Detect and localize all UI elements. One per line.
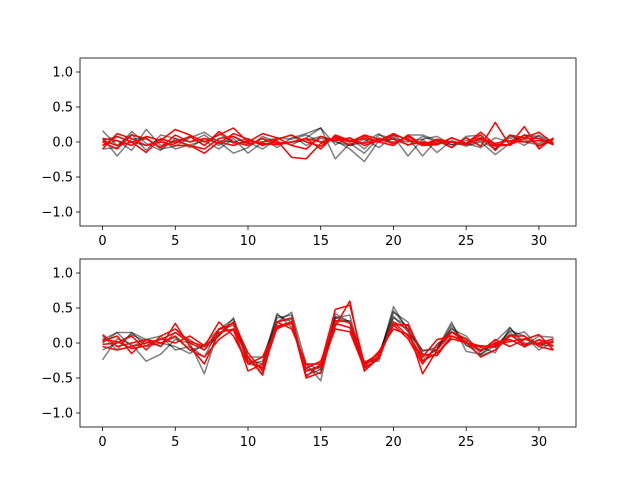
y-tick-label: −1.0 <box>41 407 73 422</box>
series-line-5 <box>102 127 554 152</box>
bottom-axes: 0 5 10 15 20 25 30 −1.0 −0.5 0.0 0.5 1.0 <box>41 258 577 450</box>
x-tick-label: 30 <box>531 435 548 450</box>
y-tick-label: 1.0 <box>52 267 73 282</box>
series-line-7 <box>102 321 554 372</box>
top-axes: 0 5 10 15 20 25 30 −1.0 −0.5 0.0 0.5 1.0 <box>41 57 577 249</box>
y-tick-label: 0.0 <box>52 136 73 151</box>
x-tick-label: 25 <box>458 435 475 450</box>
x-tick-label: 15 <box>312 234 329 249</box>
y-tick-label: 1.0 <box>52 66 73 81</box>
y-tick-label: 0.0 <box>52 337 73 352</box>
x-tick-label: 30 <box>531 234 548 249</box>
x-tick-label: 5 <box>171 435 179 450</box>
x-tick-label: 0 <box>98 234 106 249</box>
y-tick-label: −0.5 <box>41 372 73 387</box>
x-tick-label: 25 <box>458 234 475 249</box>
x-tick-label: 20 <box>385 234 402 249</box>
series-group <box>101 121 554 163</box>
x-tick-label: 20 <box>385 435 402 450</box>
series-group <box>101 300 554 382</box>
x-tick-label: 10 <box>240 435 257 450</box>
x-tick-label: 15 <box>312 435 329 450</box>
y-tick-label: −1.0 <box>41 206 73 221</box>
y-tick-label: 0.5 <box>52 302 73 317</box>
series-line-9 <box>102 321 554 372</box>
series-line-8 <box>102 131 554 150</box>
y-tick-label: 0.5 <box>52 101 73 116</box>
y-tick-label: −0.5 <box>41 171 73 186</box>
x-tick-label: 5 <box>171 234 179 249</box>
x-tick-label: 0 <box>98 435 106 450</box>
x-tick-label: 10 <box>240 234 257 249</box>
series-line-9 <box>102 134 554 154</box>
